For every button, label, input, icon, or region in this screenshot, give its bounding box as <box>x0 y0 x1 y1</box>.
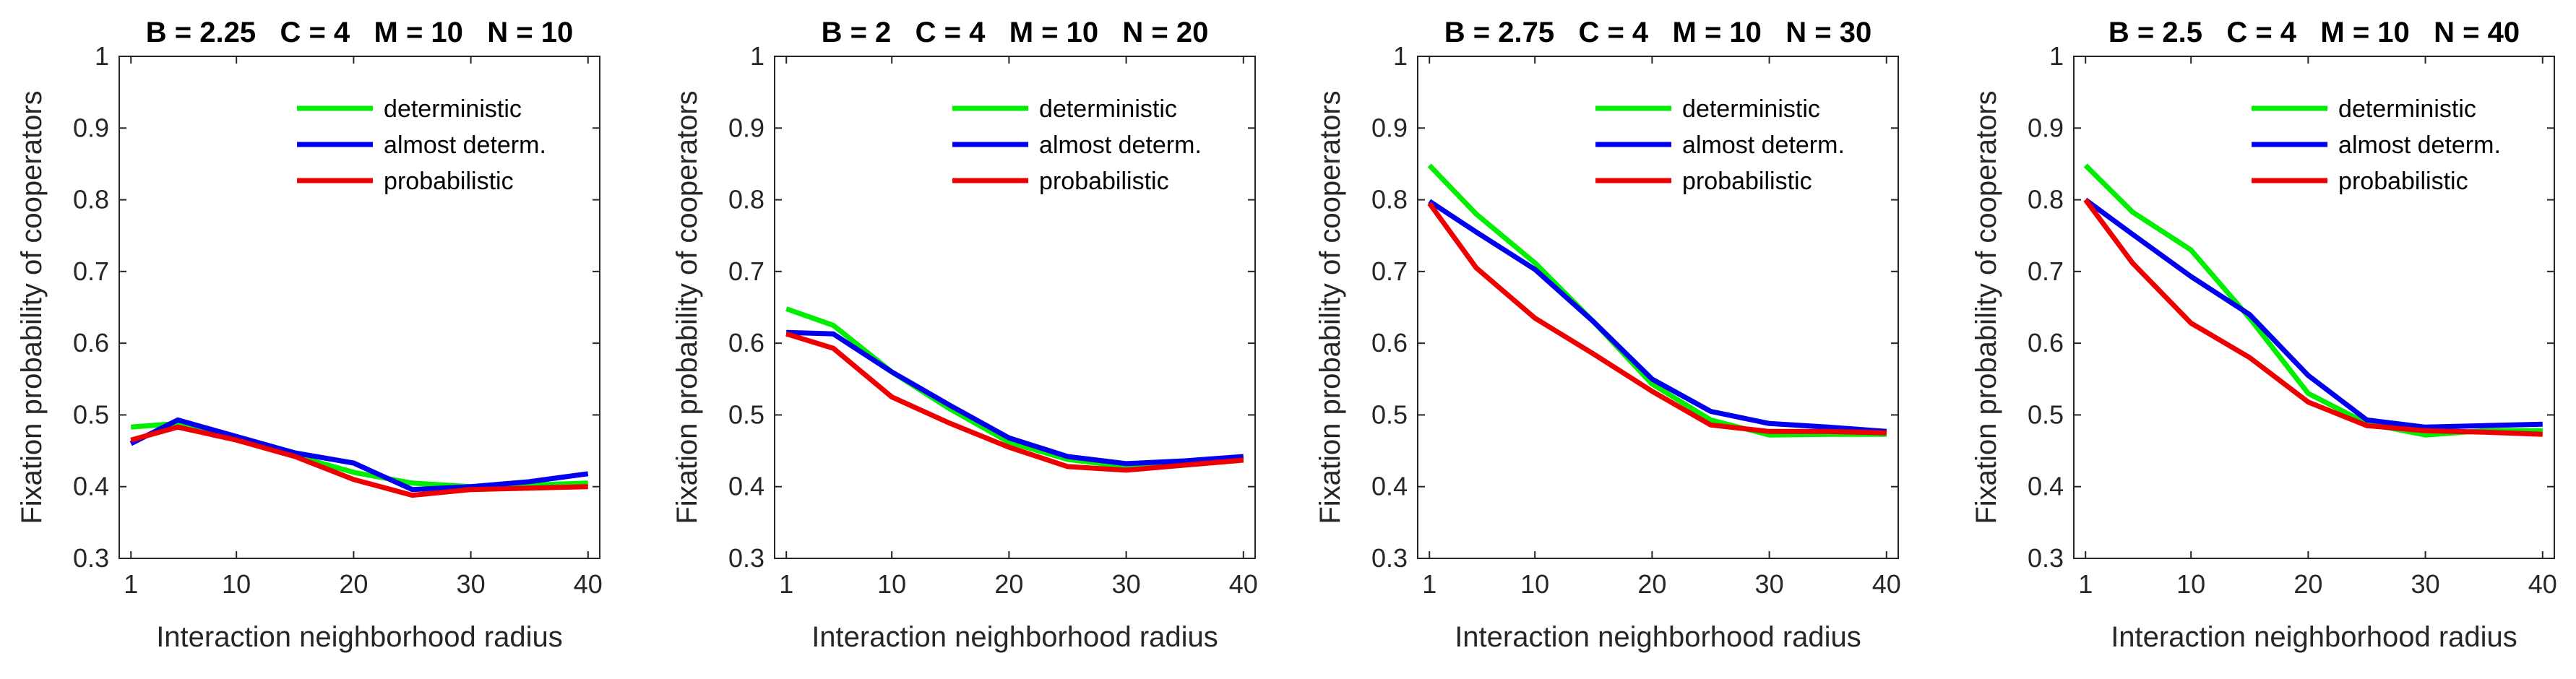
plot-area <box>2073 56 2555 559</box>
x-tick-label: 10 <box>877 569 906 599</box>
x-tick-label: 20 <box>2293 569 2322 599</box>
y-tick-label: 0.6 <box>2028 328 2064 358</box>
y-tick-label: 1 <box>750 41 764 71</box>
series-line-probabilistic <box>130 424 588 498</box>
y-tick-label: 0.7 <box>2028 256 2064 286</box>
y-tick-label: 0.7 <box>1371 256 1408 286</box>
legend-label: probabilistic <box>1682 168 1812 195</box>
chart-title: B = 2.25 C = 4 M = 10 N = 10 <box>146 17 573 48</box>
y-tick-label: 0.9 <box>1371 113 1408 142</box>
x-axis-label: Interaction neighborhood radius <box>2111 621 2517 653</box>
x-tick-label: 40 <box>2528 569 2557 599</box>
y-tick-label: 0.6 <box>1371 328 1408 358</box>
y-tick-label: 0.3 <box>2028 543 2064 573</box>
y-axis-label: Fixation probability of cooperators <box>1970 90 2002 524</box>
y-tick-label: 0.4 <box>2028 472 2064 501</box>
y-tick-label: 0.4 <box>728 472 764 501</box>
y-tick-label: 0.4 <box>73 472 109 501</box>
legend-label: deterministic <box>384 95 522 123</box>
x-tick-label: 10 <box>2176 569 2205 599</box>
y-tick-label: 0.9 <box>2028 113 2064 142</box>
y-tick-label: 0.8 <box>728 185 764 215</box>
plot-area <box>1417 56 1899 559</box>
x-tick-label: 30 <box>457 569 486 599</box>
series-line-almost-determ <box>1428 199 1887 434</box>
legend-label: probabilistic <box>2338 168 2468 195</box>
y-tick-label: 1 <box>95 41 109 71</box>
y-tick-label: 0.5 <box>1371 399 1408 429</box>
y-tick-label: 0.9 <box>728 113 764 142</box>
series-line-deterministic <box>1427 163 1887 438</box>
x-tick-label: 1 <box>2078 569 2093 599</box>
chart-title: B = 2.5 C = 4 M = 10 N = 40 <box>2108 17 2520 48</box>
y-tick-label: 0.6 <box>73 328 109 358</box>
plot-area <box>774 56 1256 559</box>
x-tick-label: 30 <box>1755 569 1784 599</box>
y-tick-label: 0.9 <box>73 113 109 142</box>
y-tick-label: 0.5 <box>2028 399 2064 429</box>
x-tick-label: 10 <box>222 569 251 599</box>
chart-panel-3: 0.3 0.4 0.5 0.6 0.7 0.8 0.9 1 1 10 20 30 40 B = 2.75 … <box>1314 17 1901 653</box>
x-tick-label: 1 <box>124 569 138 599</box>
y-tick-label: 0.3 <box>1371 543 1408 573</box>
y-axis-label: Fixation probability of cooperators <box>671 90 703 524</box>
chart-panel-4: 0.3 0.4 0.5 0.6 0.7 0.8 0.9 1 1 10 20 30 40 B = 2.5 C… <box>1970 17 2557 653</box>
y-tick-label: 0.7 <box>728 256 764 286</box>
chart-title: B = 2.75 C = 4 M = 10 N = 30 <box>1444 17 1871 48</box>
chart-panel-1: 0.3 0.4 0.5 0.6 0.7 0.8 0.9 1 1 10 20 30 40 B = 2.25 … <box>16 17 603 653</box>
series-line-probabilistic <box>785 331 1244 473</box>
x-tick-label: 40 <box>1872 569 1901 599</box>
y-tick-label: 0.5 <box>73 399 109 429</box>
y-axis-label: Fixation probability of cooperators <box>16 90 48 524</box>
y-tick-label: 0.3 <box>73 543 109 573</box>
y-tick-label: 0.3 <box>728 543 764 573</box>
y-tick-label: 0.4 <box>1371 472 1408 501</box>
x-tick-label: 30 <box>2411 569 2440 599</box>
x-tick-label: 20 <box>994 569 1023 599</box>
y-tick-label: 0.8 <box>2028 185 2064 215</box>
series-line-probabilistic <box>1427 202 1887 436</box>
y-tick-label: 0.6 <box>728 328 764 358</box>
y-tick-label: 0.7 <box>73 256 109 286</box>
legend-label: almost determ. <box>384 131 546 159</box>
y-tick-label: 1 <box>1393 41 1408 71</box>
y-axis-label: Fixation probability of cooperators <box>1314 90 1346 524</box>
x-tick-label: 1 <box>1422 569 1436 599</box>
legend-label: almost determ. <box>1039 131 1202 159</box>
legend-label: almost determ. <box>2338 131 2501 159</box>
chart-title: B = 2 C = 4 M = 10 N = 20 <box>822 17 1209 48</box>
series-line-almost-determ <box>2084 197 2543 430</box>
x-axis-label: Interaction neighborhood radius <box>156 621 563 653</box>
y-tick-label: 1 <box>2049 41 2064 71</box>
y-tick-label: 0.8 <box>1371 185 1408 215</box>
y-tick-label: 0.8 <box>73 185 109 215</box>
x-axis-label: Interaction neighborhood radius <box>811 621 1218 653</box>
x-tick-label: 20 <box>1637 569 1666 599</box>
x-tick-label: 30 <box>1112 569 1141 599</box>
x-tick-label: 1 <box>779 569 793 599</box>
x-tick-label: 20 <box>339 569 368 599</box>
legend-label: probabilistic <box>384 168 514 195</box>
legend-label: deterministic <box>1682 95 1820 123</box>
series-line-almost-determ <box>786 329 1244 467</box>
legend-label: deterministic <box>1039 95 1177 123</box>
series-line-probabilistic <box>2083 198 2543 437</box>
legend-label: deterministic <box>2338 95 2476 123</box>
series-line-almost-determ <box>129 417 589 493</box>
legend-label: almost determ. <box>1682 131 1845 159</box>
legend-label: probabilistic <box>1039 168 1169 195</box>
x-tick-label: 10 <box>1520 569 1549 599</box>
x-axis-label: Interaction neighborhood radius <box>1455 621 1861 653</box>
y-tick-label: 0.5 <box>728 399 764 429</box>
chart-panel-2: 0.3 0.4 0.5 0.6 0.7 0.8 0.9 1 1 10 20 30 40 B = 2 C =… <box>671 17 1258 653</box>
x-tick-label: 40 <box>1229 569 1258 599</box>
x-tick-label: 40 <box>574 569 603 599</box>
